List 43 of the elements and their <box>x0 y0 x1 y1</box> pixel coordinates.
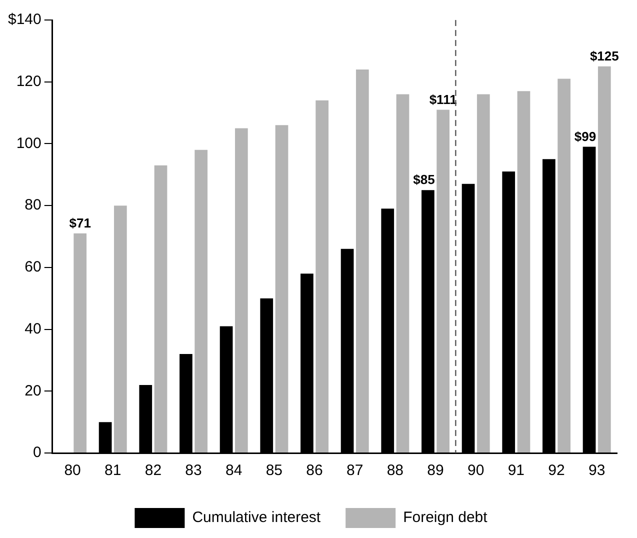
bar <box>436 110 450 452</box>
data-label: $85 <box>413 172 435 188</box>
x-tick-label: 90 <box>468 462 484 480</box>
x-tick-label: 83 <box>185 462 202 480</box>
bar <box>558 78 570 452</box>
data-label: $125 <box>590 48 619 64</box>
y-tick-label: 120 <box>16 73 42 90</box>
bar <box>316 100 329 452</box>
x-tick-label: 84 <box>226 462 242 480</box>
data-label: $71 <box>69 215 91 230</box>
x-tick-label: 81 <box>104 462 122 480</box>
bar <box>517 91 530 452</box>
bar <box>396 94 410 452</box>
bar <box>476 94 490 452</box>
y-tick-label: 20 <box>24 382 42 400</box>
data-label: $111 <box>429 92 457 107</box>
y-tick-label: 80 <box>24 196 42 214</box>
y-tick-label: $140 <box>8 11 42 28</box>
x-tick-label: 92 <box>548 462 565 480</box>
y-tick-label: 40 <box>24 320 42 338</box>
x-tick-label: 80 <box>64 462 81 480</box>
y-tick-label: 100 <box>16 134 42 152</box>
x-tick-label: 91 <box>508 462 525 480</box>
x-tick-label: 89 <box>427 462 444 480</box>
bar <box>74 233 87 452</box>
bar <box>194 150 208 452</box>
bar <box>356 69 369 452</box>
bar <box>275 125 288 452</box>
bar <box>234 128 248 452</box>
x-tick-label: 87 <box>346 462 364 480</box>
x-tick-label: 86 <box>306 462 323 480</box>
legend-label: Foreign debt <box>403 509 488 526</box>
x-tick-label: 82 <box>144 462 162 480</box>
x-tick-label: 93 <box>588 462 606 480</box>
y-tick-label: 60 <box>24 258 42 276</box>
bar <box>114 206 127 452</box>
bar <box>154 165 168 452</box>
legend-label: Cumulative interest <box>192 509 322 526</box>
data-label: $99 <box>574 128 596 144</box>
x-tick-label: 88 <box>386 462 404 480</box>
x-tick-label: 85 <box>266 462 283 480</box>
y-tick-label: 0 <box>33 444 42 462</box>
bar <box>598 66 611 452</box>
